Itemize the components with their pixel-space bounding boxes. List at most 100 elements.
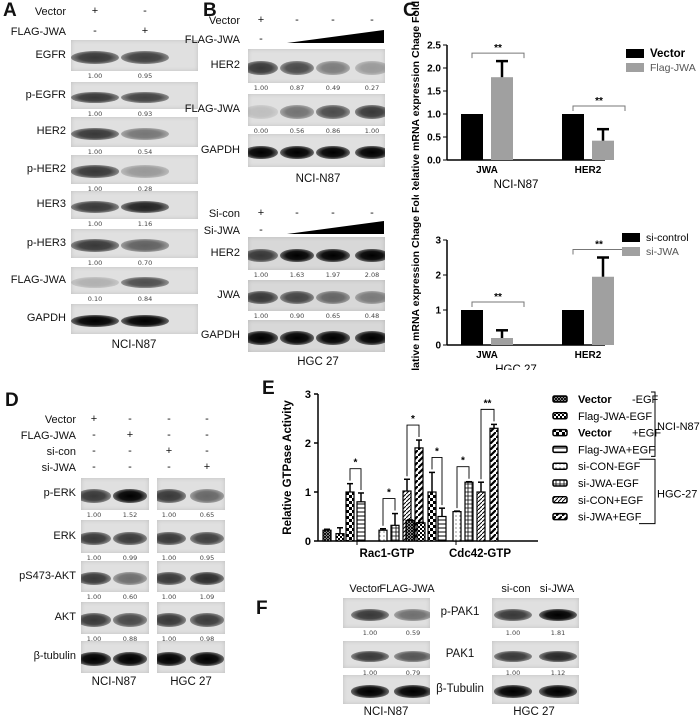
significance-label: ** [595,96,603,107]
protein-band [355,331,385,345]
row-label: p-HER2 [26,162,66,175]
condition-sign: - [205,413,209,425]
protein-band [355,248,385,263]
quantification-value: 0.95 [199,554,215,562]
quantification-value: 0.90 [289,312,305,320]
protein-band [316,60,350,76]
bar [452,511,462,542]
condition-label: FLAG-JWA [184,34,240,46]
y-tick-label: 1 [435,306,441,317]
y-tick-label: 2 [435,271,441,282]
condition-sign: - [259,224,263,236]
quantification-value: 1.52 [122,511,138,519]
significance-bracket [431,456,443,506]
quantification-value: 1.00 [87,110,103,118]
row-label: GAPDH [200,329,240,341]
significance-label: * [354,458,358,469]
blot-strip [248,94,385,126]
blot-strip [492,641,579,668]
protein-band [355,60,385,76]
bar [489,427,499,542]
protein-band [248,290,278,304]
protein-band [121,127,169,141]
legend-group-label: HGC-27 [657,488,697,500]
condition-sign: + [165,445,173,457]
bar [592,140,614,160]
quantification-value: 0.59 [405,629,421,637]
protein-band [316,145,350,160]
significance-label: * [411,414,415,425]
increasing-dose-triangle-icon [287,30,384,43]
condition-label: si-con [46,446,76,458]
quantification-value: 0.10 [87,295,103,303]
condition-sign: - [167,429,171,441]
quantification-value: 0.28 [137,185,153,193]
quantification-value: 1.00 [87,72,103,80]
quantification-value: 0.70 [137,259,153,267]
blot-strip [157,561,225,592]
quantification-value: 0.79 [405,669,421,677]
condition-sign: - [92,429,96,441]
quantification-value: 1.00 [253,84,269,92]
protein-band [394,685,430,698]
condition-sign: + [257,207,265,219]
blot-strip [71,82,198,109]
protein-band [355,145,385,160]
legend-label: Flag-JWA+EGF [578,444,655,456]
panel-label-d: D [5,390,19,411]
blot-strip [157,641,225,673]
quantification-value: 1.00 [505,669,521,677]
blot-strip [81,641,149,673]
legend-label: si-CON-EGF [578,461,641,473]
quantification-value: 1.00 [362,669,378,677]
bar [592,276,614,345]
blot-strip [248,134,385,167]
protein-band [494,650,532,663]
quantification-value: 1.00 [253,312,269,320]
protein-band [81,613,111,627]
quantification-value: 1.00 [362,629,378,637]
protein-band [81,489,111,503]
bar [378,529,388,542]
blot-strip [71,155,198,184]
panel-label-c: C [403,0,417,21]
protein-band [280,145,314,160]
row-label: HER2 [36,125,66,137]
protein-band [121,276,169,289]
significance-label: ** [494,292,502,303]
legend-group-label: NCI-N87 [657,421,700,433]
legend-label: Flag-JWA [650,62,696,74]
blot-strip [81,561,149,592]
lane-header-si-con: si-con [501,583,531,595]
protein-band [248,331,278,345]
bar [416,522,426,542]
protein-band [113,489,147,503]
condition-label: Si-con [208,208,240,220]
blot-strip [343,641,430,668]
condition-label: si-JWA [41,462,76,474]
significance-label: * [461,456,465,467]
protein-band [71,127,119,141]
significance-bracket [382,498,396,526]
legend-swatch [552,496,568,504]
protein-band [71,314,119,328]
blot-strip [248,237,385,270]
blot-strip [81,602,149,634]
row-label: p-HER3 [26,236,66,249]
protein-band [113,531,147,546]
protein-band [157,613,186,627]
cell-line-label: NCI-N87 [111,339,157,351]
quantification-value: 1.00 [364,127,380,135]
condition-sign: + [141,25,149,37]
condition-sign: - [259,33,263,45]
quantification-value: 1.00 [86,554,102,562]
x-tick-label: JWA [476,350,498,361]
bar [335,533,345,542]
bar [322,529,332,542]
y-tick-label: 2.5 [427,41,441,52]
row-label: p-EGFR [25,88,66,101]
row-label: PAK1 [445,647,475,660]
significance-bracket [471,301,525,307]
protein-band [81,531,111,546]
bar [491,77,513,160]
